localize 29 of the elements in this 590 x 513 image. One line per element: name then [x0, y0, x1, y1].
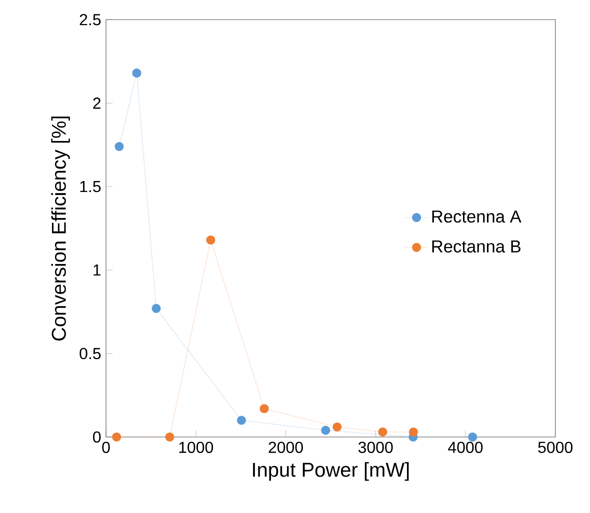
point — [236, 416, 246, 425]
y-tick-label: 1 — [94, 264, 101, 276]
point — [260, 404, 269, 414]
point — [378, 427, 388, 437]
x-tick-label: 0 — [102, 442, 110, 454]
point — [206, 235, 216, 245]
x-tick-label: 5000 — [538, 442, 572, 454]
x-tick-label: 3000 — [358, 442, 393, 454]
y-tick-label: 0.5 — [80, 348, 101, 360]
x-tick-label: 2000 — [268, 442, 303, 454]
x-axis-title: Input Power [mW] — [253, 462, 409, 481]
point — [321, 426, 330, 435]
point — [332, 422, 342, 432]
point — [165, 432, 174, 442]
legend-label: Rectenna A — [432, 210, 522, 223]
x-tick-label: 1000 — [179, 442, 214, 454]
point — [132, 68, 142, 78]
y-tick-label: 2 — [93, 98, 100, 109]
point — [152, 304, 161, 313]
y-tick-label: 0 — [93, 431, 101, 443]
y-tick-label: 1.5 — [80, 181, 101, 192]
x-tick-label: 4000 — [448, 442, 483, 454]
point — [408, 427, 418, 437]
point — [468, 432, 478, 442]
point — [112, 432, 122, 442]
y-tick-label: 2.5 — [80, 14, 101, 26]
point — [114, 142, 124, 152]
legend-label: Rectanna B — [432, 240, 520, 253]
y-axis-title: Conversion Efficiency [%] — [51, 116, 70, 340]
